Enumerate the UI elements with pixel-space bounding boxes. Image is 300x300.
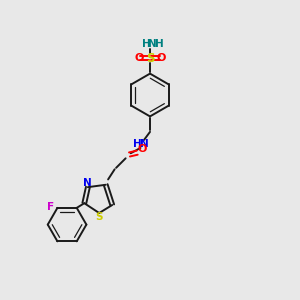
Text: F: F bbox=[47, 202, 54, 212]
Text: O: O bbox=[137, 144, 147, 154]
Text: S: S bbox=[95, 212, 103, 223]
Text: H: H bbox=[142, 39, 151, 49]
Text: H: H bbox=[133, 139, 142, 149]
Text: N: N bbox=[148, 39, 157, 49]
Text: N: N bbox=[83, 178, 92, 188]
Text: S: S bbox=[146, 52, 154, 65]
Text: N: N bbox=[140, 139, 148, 149]
Text: O: O bbox=[134, 53, 143, 63]
Text: O: O bbox=[157, 53, 166, 63]
Text: H: H bbox=[154, 39, 163, 49]
